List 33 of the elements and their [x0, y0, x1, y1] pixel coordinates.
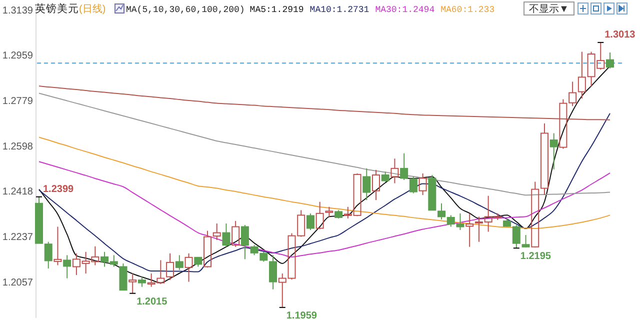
- candlestick: [466, 212, 474, 248]
- candlestick: [438, 202, 446, 220]
- text: MA10:1.2731: [310, 5, 370, 15]
- y-tick-label: 1.2779: [2, 96, 34, 107]
- line-series: [38, 161, 610, 258]
- candlestick: [390, 158, 399, 184]
- candlestick: [63, 254, 72, 279]
- line-series: [38, 92, 610, 196]
- y-tick-label: 1.2598: [2, 141, 34, 152]
- text: MA30:1.2494: [375, 5, 435, 15]
- annotation: 不显示▼: [529, 4, 569, 15]
- candlestick: [372, 169, 380, 201]
- candlestick: [362, 168, 371, 201]
- annotation: 1.1959: [286, 310, 318, 320]
- text: MA60:1.233: [440, 5, 495, 15]
- annotation: 1.2399: [43, 184, 74, 195]
- y-tick-label: 1.2959: [2, 50, 34, 62]
- annotation: 1.2195: [520, 251, 552, 262]
- annotation: 1.3013: [604, 29, 636, 40]
- y-tick-label: 1.2237: [2, 232, 34, 244]
- candlestick: [269, 254, 278, 290]
- y-tick-label: 1.3139: [2, 5, 34, 16]
- chart-title: 英镑美元: [35, 2, 79, 15]
- candlestick: [550, 132, 558, 170]
- dropdown: 不显示▼: [524, 2, 574, 16]
- candlestick: [316, 201, 324, 230]
- y-tick-label: 1.2057: [2, 277, 34, 288]
- candlestick: [128, 273, 137, 294]
- y-tick-label: 1.2418: [2, 186, 34, 198]
- annotation: 1.2015: [136, 296, 168, 308]
- annotation: MA(5,10,30,60,100,200): [126, 5, 245, 15]
- text: MA5:1.2919: [250, 5, 304, 15]
- chart-subtitle: (日线): [79, 3, 106, 15]
